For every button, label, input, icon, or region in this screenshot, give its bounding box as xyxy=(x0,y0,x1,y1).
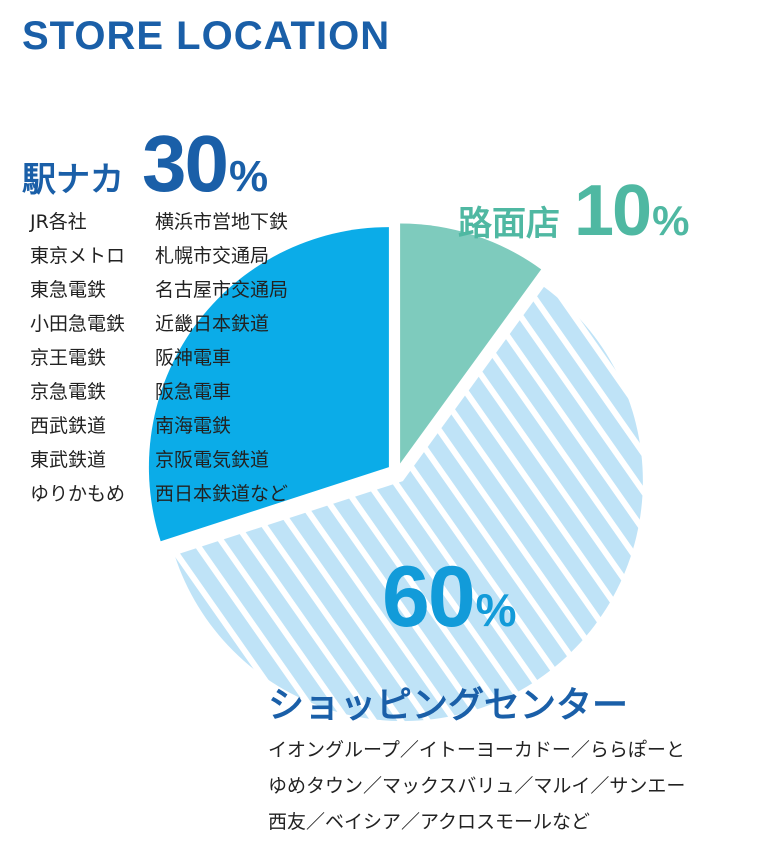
mall-list-line: 西友／ベイシア／アクロスモールなど xyxy=(268,811,591,833)
station-item: 小田急電鉄 xyxy=(30,313,126,335)
station-list: JR各社 東京メトロ 東急電鉄 小田急電鉄 京王電鉄 京急電鉄 西武鉄道 東武鉄… xyxy=(30,205,288,511)
station-item: 札幌市交通局 xyxy=(155,245,270,267)
page-title: STORE LOCATION xyxy=(22,14,391,58)
station-item: 京急電鉄 xyxy=(30,381,107,403)
station-item: ゆりかもめ xyxy=(30,483,126,505)
station-list-col1: JR各社 東京メトロ 東急電鉄 小田急電鉄 京王電鉄 京急電鉄 西武鉄道 東武鉄… xyxy=(30,205,125,511)
station-item: 京王電鉄 xyxy=(30,347,107,369)
label-station-percent: 30% xyxy=(142,118,268,210)
station-item: 南海電鉄 xyxy=(155,415,232,437)
station-list-col2: 横浜市営地下鉄 札幌市交通局 名古屋市交通局 近畿日本鉄道 阪神電車 阪急電車 … xyxy=(155,205,288,511)
station-item: 京阪電気鉄道 xyxy=(155,449,270,471)
label-mall-name: ショッピングセンター xyxy=(268,685,629,726)
station-item: 西日本鉄道など xyxy=(155,483,289,505)
label-roadside-percent-unit: % xyxy=(652,197,690,244)
station-item: 名古屋市交通局 xyxy=(155,279,289,301)
mall-list-line: イオングループ／イトーヨーカドー／ららぽーと xyxy=(268,739,685,761)
label-roadside-percent-value: 10 xyxy=(574,171,652,251)
station-item: JR各社 xyxy=(30,211,87,233)
label-mall-percent: 60% xyxy=(382,548,517,647)
station-item: 東京メトロ xyxy=(30,245,126,267)
label-roadside: 路面店 10% xyxy=(458,170,689,252)
mall-list: イオングループ／イトーヨーカドー／ららぽーと ゆめタウン／マックスバリュ／マルイ… xyxy=(268,732,685,840)
label-mall: ショッピングセンター xyxy=(268,676,628,728)
station-item: 横浜市営地下鉄 xyxy=(155,211,289,233)
label-roadside-name: 路面店 xyxy=(458,204,560,244)
label-mall-percent-unit: % xyxy=(475,584,517,636)
station-item: 東急電鉄 xyxy=(30,279,107,301)
label-mall-percent-value: 60 xyxy=(382,549,476,645)
label-station-percent-value: 30 xyxy=(142,119,229,208)
station-item: 西武鉄道 xyxy=(30,415,107,437)
label-station-name: 駅ナカ xyxy=(22,160,124,200)
label-station-percent-unit: % xyxy=(228,152,269,201)
station-item: 東武鉄道 xyxy=(30,449,107,471)
station-item: 阪急電車 xyxy=(155,381,232,403)
mall-list-line: ゆめタウン／マックスバリュ／マルイ／サンエー xyxy=(268,775,686,797)
pie-slice-roadside xyxy=(400,223,542,464)
station-item: 阪神電車 xyxy=(155,347,232,369)
station-item: 近畿日本鉄道 xyxy=(155,313,270,335)
pie-slice-mall xyxy=(174,286,643,722)
label-station: 駅ナカ 30% xyxy=(22,118,268,210)
label-roadside-percent: 10% xyxy=(574,170,689,252)
pie-slice-station xyxy=(148,227,389,542)
